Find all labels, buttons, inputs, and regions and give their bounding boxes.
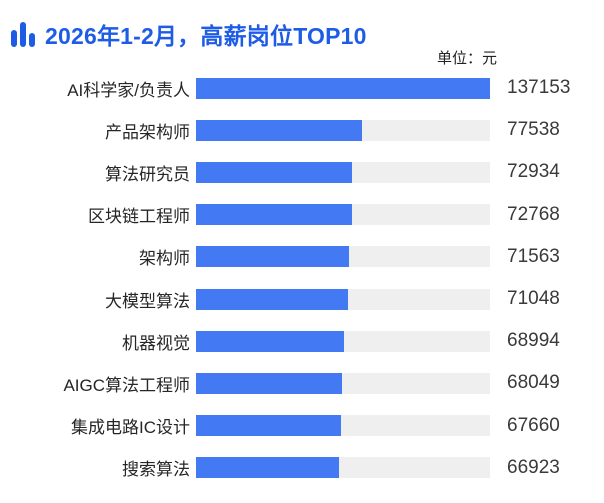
chart-row: 架构师 71563 [0,236,604,278]
page-title: 2026年1-2月，高薪岗位TOP10 [45,23,367,49]
chart-row: 机器视觉 68994 [0,320,604,362]
bar-chart-icon [11,22,35,47]
bar-track [196,246,490,268]
chart-header: 2026年1-2月，高薪岗位TOP10 [10,17,367,51]
bar-fill [196,246,350,268]
bar-fill [196,161,353,183]
bar-value: 77538 [507,119,560,141]
bar-track [196,415,490,437]
bar-fill [196,119,363,141]
chart-row: 区块链工程师 72768 [0,194,604,236]
chart-row: AI科学家/负责人 137153 [0,67,604,109]
bar-fill [196,204,352,226]
bar-value: 71048 [507,288,560,310]
row-label: AIGC算法工程师 [63,375,190,395]
row-label: 机器视觉 [122,333,190,353]
bar-track [196,119,490,141]
row-label: AI科学家/负责人 [67,80,190,100]
bar-value: 67660 [507,414,560,436]
bar-track [196,288,490,310]
bar-chart: AI科学家/负责人 137153 产品架构师 77538 算法研究员 72934 区块链工程… [0,67,604,489]
bar-value: 66923 [507,456,560,478]
unit-label: 单位：元 [436,50,497,67]
row-label: 大模型算法 [105,291,190,311]
bar-track [196,457,490,479]
bar-value: 137153 [507,77,571,99]
chart-row: 大模型算法 71048 [0,278,604,320]
bar-value: 72934 [507,161,560,183]
bar-track [196,161,490,183]
bar-fill [196,457,340,479]
bar-track [196,372,490,394]
chart-row: 集成电路IC设计 67660 [0,405,604,447]
chart-row: 产品架构师 77538 [0,109,604,151]
row-label: 集成电路IC设计 [71,418,190,438]
bar-fill [196,330,344,352]
chart-row: AIGC算法工程师 68049 [0,362,604,404]
bar-fill [196,415,342,437]
bar-track [196,204,490,226]
row-label: 算法研究员 [105,164,190,184]
row-label: 产品架构师 [105,122,190,142]
row-label: 搜索算法 [122,460,190,480]
bar-track [196,330,490,352]
bar-fill [196,288,349,310]
bar-value: 68049 [507,372,560,394]
row-label: 区块链工程师 [88,207,190,227]
bar-value: 72768 [507,203,560,225]
row-label: 架构师 [139,249,190,269]
chart-row: 搜索算法 66923 [0,447,604,489]
bar-fill [196,372,342,394]
bar-value: 68994 [507,330,560,352]
chart-row: 算法研究员 72934 [0,151,604,193]
bar-track [196,77,490,99]
bar-value: 71563 [507,245,560,267]
bar-fill [196,77,490,99]
